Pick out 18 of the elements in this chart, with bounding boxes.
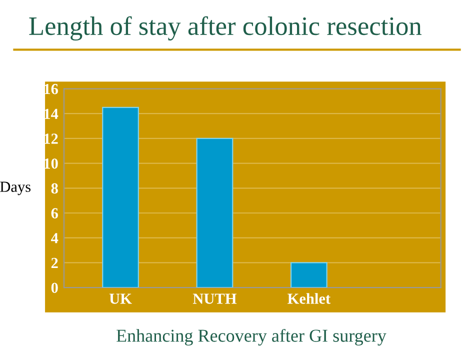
x-tick-label: Kehlet xyxy=(288,293,330,304)
y-tick-label: 10 xyxy=(44,158,58,169)
x-tick-label: UK xyxy=(109,294,132,304)
bar xyxy=(196,138,234,288)
chart-title: Length of stay after colonic resection xyxy=(29,16,422,41)
y-tick-label: 4 xyxy=(51,233,58,244)
text: Enhancing Recovery after GI surgery xyxy=(116,328,386,346)
y-tick-label: 0 xyxy=(51,282,58,293)
y-tick-label: 12 xyxy=(44,134,58,144)
y-tick-label: 16 xyxy=(44,84,58,94)
bar xyxy=(290,262,328,288)
y-tick-label: 8 xyxy=(51,183,58,194)
y-axis-title: Days xyxy=(0,182,31,196)
bar xyxy=(102,106,139,288)
y-tick-label: 14 xyxy=(44,108,58,119)
x-tick-label: NUTH xyxy=(192,294,237,304)
y-tick-label: 2 xyxy=(51,258,58,268)
y-tick-label: 6 xyxy=(51,208,58,218)
